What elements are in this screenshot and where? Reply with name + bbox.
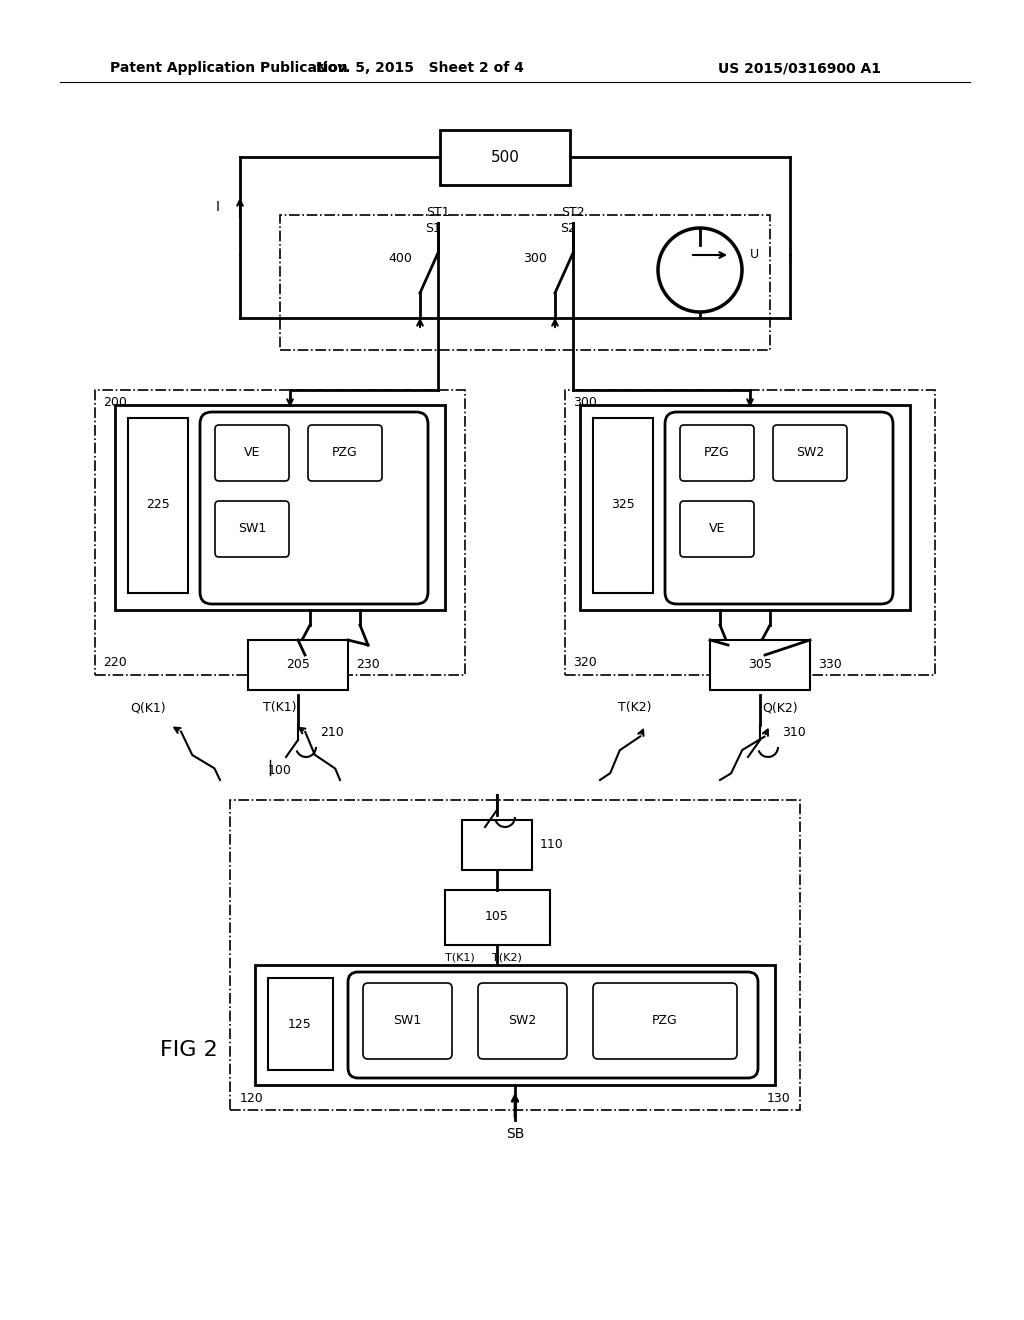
Text: Q(K1): Q(K1) xyxy=(130,701,166,714)
Text: S2: S2 xyxy=(560,222,575,235)
Text: T(K1): T(K1) xyxy=(445,952,475,962)
Bar xyxy=(677,422,757,484)
Bar xyxy=(580,405,910,610)
Text: 205: 205 xyxy=(286,659,310,672)
Text: 310: 310 xyxy=(782,726,806,739)
Text: PZG: PZG xyxy=(705,446,730,459)
Bar xyxy=(230,800,800,1110)
Text: T(K1): T(K1) xyxy=(263,701,297,714)
Text: Q(K2): Q(K2) xyxy=(762,701,798,714)
FancyBboxPatch shape xyxy=(665,412,893,605)
Text: US 2015/0316900 A1: US 2015/0316900 A1 xyxy=(719,61,882,75)
Text: 130: 130 xyxy=(766,1092,790,1105)
Text: 120: 120 xyxy=(240,1092,264,1105)
FancyBboxPatch shape xyxy=(478,983,567,1059)
Text: Nov. 5, 2015   Sheet 2 of 4: Nov. 5, 2015 Sheet 2 of 4 xyxy=(316,61,524,75)
FancyBboxPatch shape xyxy=(680,425,754,480)
Bar xyxy=(280,215,770,350)
Bar xyxy=(565,389,935,675)
Text: 320: 320 xyxy=(573,656,597,669)
FancyBboxPatch shape xyxy=(773,425,847,480)
FancyBboxPatch shape xyxy=(680,502,754,557)
Text: 400: 400 xyxy=(388,252,412,264)
Text: 225: 225 xyxy=(146,499,170,511)
Text: I: I xyxy=(216,201,220,214)
Text: VE: VE xyxy=(244,446,260,459)
Bar xyxy=(445,890,550,945)
Text: PZG: PZG xyxy=(332,446,357,459)
Bar xyxy=(115,405,445,610)
Text: SW2: SW2 xyxy=(508,1015,537,1027)
Text: 500: 500 xyxy=(490,149,519,165)
FancyBboxPatch shape xyxy=(200,412,428,605)
Text: VE: VE xyxy=(709,523,725,536)
Text: 110: 110 xyxy=(540,838,564,851)
Text: 100: 100 xyxy=(268,763,292,776)
Text: 230: 230 xyxy=(356,659,380,672)
Text: S1: S1 xyxy=(425,222,441,235)
Text: 300: 300 xyxy=(523,252,547,264)
Bar xyxy=(128,418,188,593)
Bar xyxy=(593,418,653,593)
Text: FIG 2: FIG 2 xyxy=(160,1040,218,1060)
Text: 105: 105 xyxy=(485,911,509,924)
Text: SW1: SW1 xyxy=(393,1015,421,1027)
Bar xyxy=(360,979,455,1063)
FancyBboxPatch shape xyxy=(215,502,289,557)
Text: 125: 125 xyxy=(288,1018,312,1031)
Bar xyxy=(212,498,292,560)
Text: 305: 305 xyxy=(749,659,772,672)
Text: T(K2): T(K2) xyxy=(618,701,651,714)
Text: 200: 200 xyxy=(103,396,127,408)
FancyBboxPatch shape xyxy=(308,425,382,480)
Bar xyxy=(440,129,570,185)
Bar xyxy=(255,965,775,1085)
Text: 325: 325 xyxy=(611,499,635,511)
Text: U: U xyxy=(750,248,759,261)
Bar xyxy=(462,820,532,870)
Text: Patent Application Publication: Patent Application Publication xyxy=(110,61,348,75)
Bar xyxy=(710,640,810,690)
Bar xyxy=(475,979,570,1063)
Text: ST2: ST2 xyxy=(561,206,585,219)
Text: SW1: SW1 xyxy=(238,523,266,536)
Bar xyxy=(305,422,385,484)
Bar xyxy=(677,498,757,560)
Bar xyxy=(590,979,740,1063)
Text: SB: SB xyxy=(506,1127,524,1140)
Text: T(K2): T(K2) xyxy=(493,952,522,962)
FancyBboxPatch shape xyxy=(593,983,737,1059)
Text: 300: 300 xyxy=(573,396,597,408)
Text: 220: 220 xyxy=(103,656,127,669)
Text: SW2: SW2 xyxy=(796,446,824,459)
FancyBboxPatch shape xyxy=(362,983,452,1059)
Text: 210: 210 xyxy=(319,726,344,739)
Bar xyxy=(95,389,465,675)
FancyBboxPatch shape xyxy=(215,425,289,480)
Bar xyxy=(268,978,333,1071)
Text: 330: 330 xyxy=(818,659,842,672)
Bar xyxy=(212,422,292,484)
Text: PZG: PZG xyxy=(652,1015,678,1027)
Text: ST1: ST1 xyxy=(426,206,450,219)
FancyBboxPatch shape xyxy=(348,972,758,1078)
Bar xyxy=(248,640,348,690)
Bar xyxy=(770,422,850,484)
